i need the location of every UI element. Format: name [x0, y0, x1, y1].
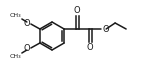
Text: O: O: [23, 19, 30, 28]
Text: CH₃: CH₃: [9, 54, 21, 59]
Text: CH₃: CH₃: [9, 13, 21, 18]
Text: O: O: [87, 43, 93, 52]
Text: O: O: [102, 25, 109, 34]
Text: O: O: [23, 44, 30, 53]
Text: O: O: [74, 6, 80, 15]
